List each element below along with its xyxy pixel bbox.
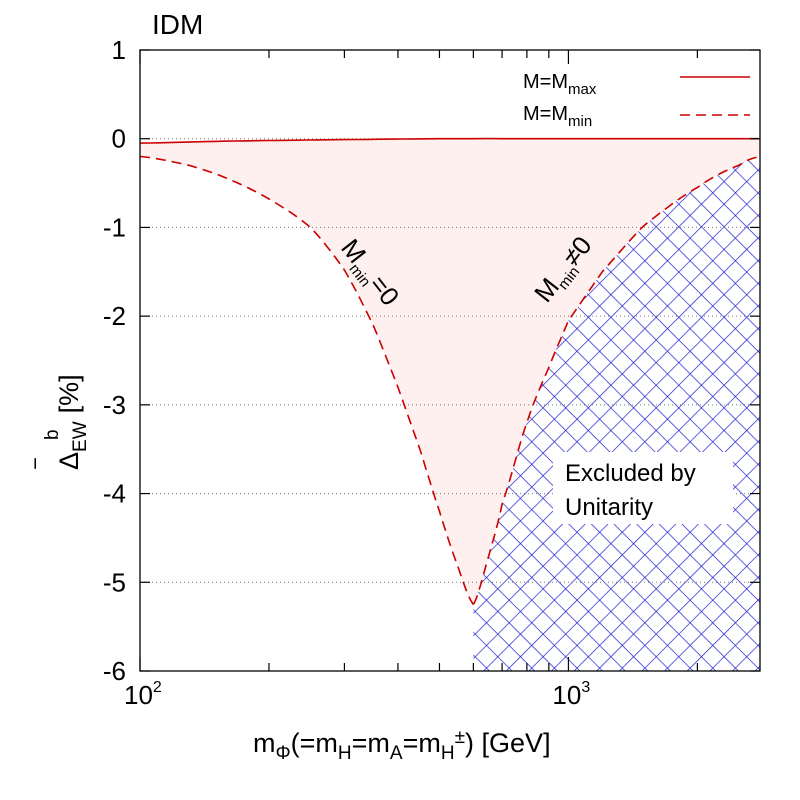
chart-title: IDM bbox=[152, 9, 203, 40]
unitarity-excluded-hatch bbox=[473, 156, 760, 671]
x-tick-label: 102 bbox=[124, 679, 162, 710]
legend-entry-max-label: M=Mmax bbox=[523, 71, 597, 98]
y-tick-label: -1 bbox=[103, 212, 126, 242]
y-tick-label: -4 bbox=[103, 479, 126, 509]
svg-text:b: b bbox=[42, 429, 63, 440]
y-tick-label: -5 bbox=[103, 567, 126, 597]
x-tick-label: 103 bbox=[552, 679, 590, 710]
y-tick-label: -3 bbox=[103, 390, 126, 420]
y-tick-label: -2 bbox=[103, 301, 126, 331]
series-line-m-min-nonzero bbox=[472, 155, 760, 605]
y-tick-label: 1 bbox=[112, 35, 126, 65]
plot-frame bbox=[139, 49, 761, 672]
svg-text:‾: ‾ bbox=[32, 458, 62, 469]
y-tick-labels: 1 0 -1 -2 -3 -4 -5 -6 bbox=[103, 35, 126, 686]
excluded-label-box bbox=[553, 452, 733, 524]
y-axis-label: ΔEW[%] ‾ b bbox=[32, 374, 91, 470]
y-tick-label: 0 bbox=[112, 124, 126, 154]
excluded-label-line1: Excluded by bbox=[565, 460, 696, 487]
x-tick-labels: 102 103 bbox=[124, 679, 590, 710]
series-line-m-min-zero bbox=[140, 155, 475, 605]
series-line-m-max bbox=[140, 137, 760, 144]
x-axis-label: mΦ(=mH=mA=mH±) [GeV] bbox=[253, 727, 551, 764]
legend: M=Mmax M=Mmin bbox=[515, 58, 760, 136]
svg-text:ΔEW[%]: ΔEW[%] bbox=[54, 374, 91, 470]
y-tick-label: -6 bbox=[103, 656, 126, 686]
shaded-allowed-region bbox=[140, 138, 760, 605]
legend-entry-min-label: M=Mmin bbox=[523, 103, 592, 130]
excluded-label-line2: Unitarity bbox=[565, 494, 653, 521]
